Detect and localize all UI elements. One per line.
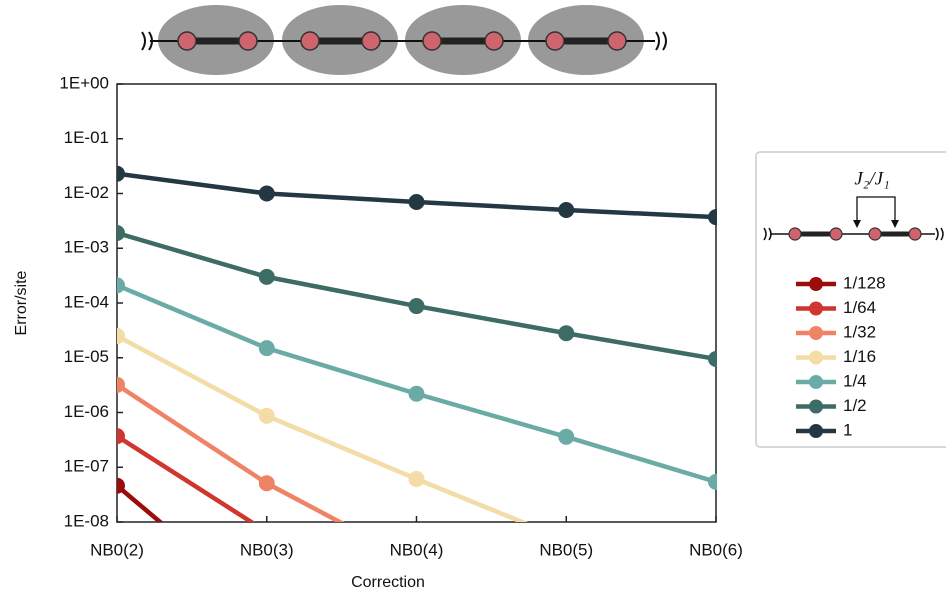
data-point [558,325,574,341]
legend-marker [809,351,823,365]
top-illustration [142,5,666,75]
legend-marker [809,400,823,414]
legend-marker [809,302,823,316]
legend-marker [809,375,823,389]
data-point [409,194,425,210]
data-point [558,202,574,218]
x-tick-label: NB0(6) [689,540,743,559]
data-point [409,471,425,487]
data-point [259,186,275,202]
data-point [109,166,125,182]
data-point [708,351,724,367]
data-point [259,524,275,540]
y-tick-label: 1E-04 [64,292,109,311]
data-point [259,408,275,424]
legend-label: 1/4 [843,371,867,390]
legend-label: 1/64 [843,298,876,317]
x-axis-label: Correction [351,574,425,591]
legend-label: 1/128 [843,273,886,292]
plot-area [109,166,724,597]
data-point [109,328,125,344]
y-axis-label: Error/site [13,270,30,335]
legend-label: 1/2 [843,396,867,415]
legend-marker [809,277,823,291]
x-tick-label: NB0(3) [240,540,294,559]
data-point [708,474,724,490]
legend-label: 1/16 [843,347,876,366]
data-point [409,386,425,402]
y-tick-label: 1E-02 [64,183,109,202]
data-point [109,277,125,293]
data-point [409,298,425,314]
legend-label: 1 [843,420,852,439]
page: Error/site Correction J₂/J₁ 1E-08 1E-07 1E… [0,0,946,602]
data-point [109,377,125,393]
y-tick-label: 1E-08 [64,511,109,530]
series-line [117,336,566,540]
y-tick-label: 1E-07 [64,457,109,476]
legend-marker [809,424,823,438]
data-point [259,475,275,491]
series-line [117,436,267,532]
data-point [109,225,125,241]
x-tick-label: NB0(4) [390,540,444,559]
data-point [259,269,275,285]
data-point [708,209,724,225]
data-point [558,429,574,445]
legend-title: J₂/J₁ [854,168,889,189]
x-tick-label: NB0(5) [539,540,593,559]
data-point [109,478,125,494]
y-tick-label: 1E-01 [64,128,109,147]
y-tick-label: 1E-05 [64,347,109,366]
chart: Error/site Correction J₂/J₁ 1E-08 1E-07 1E… [0,0,946,597]
legend-label: 1/32 [843,322,876,341]
data-point [259,340,275,356]
y-tick-label: 1E-03 [64,238,109,257]
y-tick-label: 1E-06 [64,402,109,421]
x-tick-label: NB0(2) [90,540,144,559]
series-line [117,233,716,359]
y-tick-label: 1E+00 [59,73,109,92]
legend-marker [809,326,823,340]
data-point [109,428,125,444]
